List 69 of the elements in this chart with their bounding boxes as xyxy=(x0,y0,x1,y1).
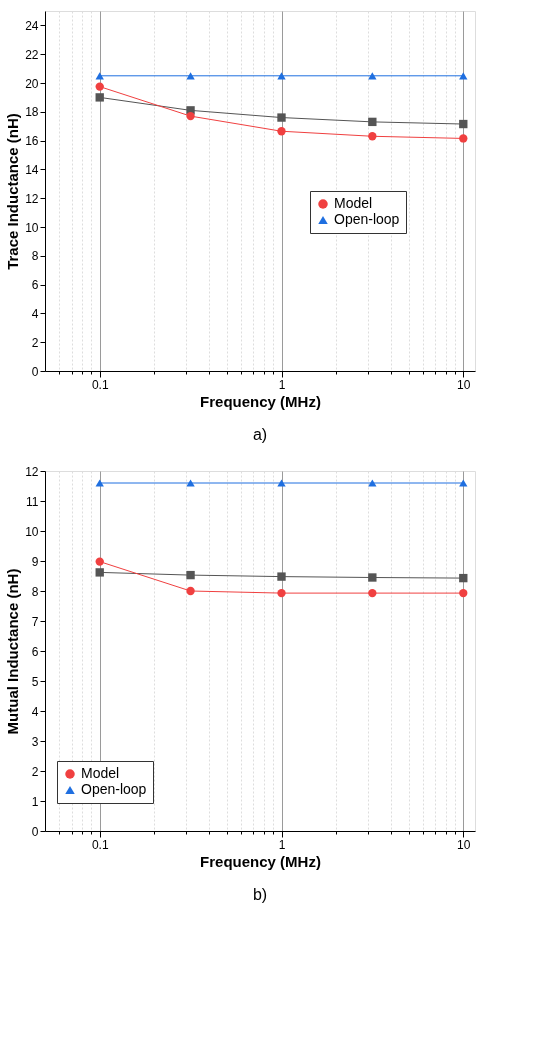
y-tick-label: 4 xyxy=(31,306,39,321)
point xyxy=(186,570,195,580)
x-tick-label: 1 xyxy=(278,837,286,852)
y-tick-label: 6 xyxy=(31,278,39,293)
y-tick-label: 20 xyxy=(25,76,39,91)
point xyxy=(95,568,104,577)
legend-label: Open-loop xyxy=(81,781,147,797)
point xyxy=(277,113,286,122)
point xyxy=(368,72,377,80)
point xyxy=(277,572,286,581)
y-tick-label: 0 xyxy=(31,364,39,379)
y-tick-label: 3 xyxy=(31,734,39,749)
y-axis-title: Mutual Inductance (nH) xyxy=(4,568,22,735)
x-tick-label: 10 xyxy=(457,377,471,392)
y-tick-label: 5 xyxy=(31,674,39,689)
x-tick-label: 0.1 xyxy=(91,837,109,852)
point xyxy=(368,117,377,127)
x-tick-label: 0.1 xyxy=(91,377,109,392)
point xyxy=(186,479,195,487)
y-axis-title: Trace Inductance (nH) xyxy=(4,113,22,270)
y-tick-label: 12 xyxy=(25,464,39,479)
point xyxy=(368,588,377,598)
y-tick-label: 6 xyxy=(31,644,39,659)
y-tick-label: 8 xyxy=(31,249,39,264)
legend-label: Open-loop xyxy=(334,211,400,227)
y-tick-label: 12 xyxy=(25,191,39,206)
point xyxy=(95,93,104,102)
y-tick-label: 4 xyxy=(31,704,39,719)
y-tick-label: 14 xyxy=(25,162,39,177)
point xyxy=(459,119,468,129)
point xyxy=(186,72,195,80)
point xyxy=(459,479,468,487)
legend-label: Model xyxy=(81,765,120,781)
text: a) xyxy=(252,426,268,443)
y-tick-label: 24 xyxy=(25,18,39,33)
y-tick-label: 10 xyxy=(25,220,39,235)
point xyxy=(95,479,104,487)
y-tick-label: 10 xyxy=(25,524,39,539)
point xyxy=(459,134,468,143)
x-axis-title: Frequency (MHz) xyxy=(200,392,321,410)
point xyxy=(95,82,104,91)
y-tick-label: 1 xyxy=(31,794,39,809)
y-tick-label: 8 xyxy=(31,584,39,599)
y-tick-label: 2 xyxy=(31,335,39,350)
point xyxy=(277,127,286,136)
point xyxy=(368,132,377,141)
point xyxy=(459,573,468,583)
point xyxy=(95,557,104,566)
point xyxy=(186,586,195,596)
legend-label: Model xyxy=(334,195,373,211)
x-axis-title: Frequency (MHz) xyxy=(200,852,321,870)
x-tick-label: 1 xyxy=(278,377,286,392)
point xyxy=(459,588,468,598)
y-tick-label: 11 xyxy=(26,494,39,509)
y-tick-label: 7 xyxy=(31,614,39,629)
point xyxy=(277,588,286,598)
y-tick-label: 2 xyxy=(31,764,39,779)
y-tick-label: 18 xyxy=(25,105,39,120)
y-tick-label: 0 xyxy=(31,824,39,839)
point xyxy=(368,479,377,487)
x-tick-label: 10 xyxy=(457,837,471,852)
point xyxy=(277,479,286,487)
y-tick-label: 9 xyxy=(31,554,39,569)
text: b) xyxy=(252,886,268,903)
point xyxy=(368,573,377,582)
point xyxy=(277,72,286,80)
y-tick-label: 22 xyxy=(25,47,39,62)
y-tick-label: 16 xyxy=(25,134,39,149)
point xyxy=(186,111,195,121)
